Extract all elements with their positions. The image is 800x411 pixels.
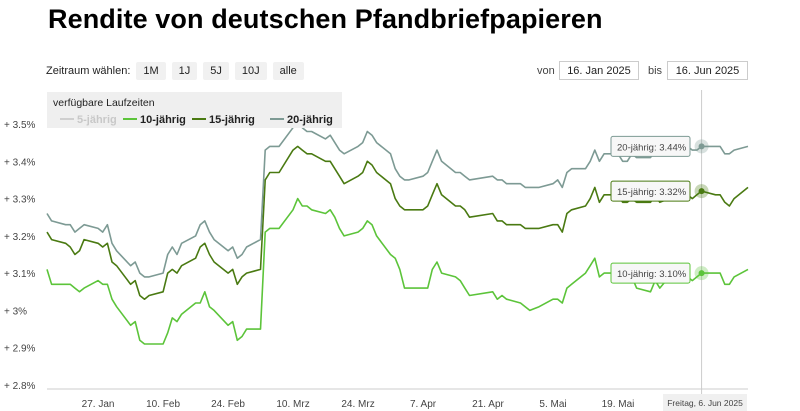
y-tick-label: + 3.1% xyxy=(4,269,36,280)
crosshair-date-label: Freitag, 6. Jun 2025 xyxy=(667,398,743,408)
legend-title: verfügbare Laufzeiten xyxy=(53,97,155,109)
tooltip-marker-10-jährig xyxy=(698,270,705,277)
range-button-10j[interactable]: 10J xyxy=(234,62,267,80)
page-title: Rendite von deutschen Pfandbriefpapieren xyxy=(48,4,603,34)
range-selector: Zeitraum wählen: 1M 1J 5J 10J alle xyxy=(46,62,310,80)
series-line-20-jährig xyxy=(46,119,749,278)
tooltip-text-10-jährig: 10-jährig: 3.10% xyxy=(617,269,687,280)
y-tick-label: + 3.4% xyxy=(4,157,36,168)
range-button-1m[interactable]: 1M xyxy=(136,62,166,80)
tooltip-box-15-jährig xyxy=(610,180,691,202)
series-line-15-jährig xyxy=(46,145,749,300)
date-to-label: bis xyxy=(648,65,663,77)
tooltip-box-20-jährig xyxy=(610,135,691,157)
x-tick-label: 10. Mrz xyxy=(276,399,309,410)
legend-box xyxy=(47,92,342,128)
legend-item-20-jährig[interactable]: 20-jährig xyxy=(287,114,333,126)
tooltip-box-10-jährig xyxy=(610,262,691,284)
legend-item-5-jährig[interactable]: 5-jährig xyxy=(77,114,117,126)
tooltip-text-15-jährig: 15-jährig: 3.32% xyxy=(617,187,687,198)
y-tick-label: + 2.9% xyxy=(4,344,36,355)
legend-item-10-jährig[interactable]: 10-jährig xyxy=(140,114,186,126)
x-tick-label: 10. Feb xyxy=(146,399,180,410)
range-button-1j[interactable]: 1J xyxy=(171,62,198,80)
range-button-alle[interactable]: alle xyxy=(272,62,304,80)
tooltip-marker-20-jährig xyxy=(698,143,705,150)
x-tick-label: 24. Feb xyxy=(211,399,245,410)
x-tick-label: 27. Jan xyxy=(82,399,115,410)
legend-item-15-jährig[interactable]: 15-jährig xyxy=(209,114,255,126)
date-from-input[interactable]: 16. Jan 2025 xyxy=(559,61,639,80)
crosshair-date-box xyxy=(663,394,747,411)
tooltip-text-20-jährig: 20-jährig: 3.44% xyxy=(617,142,687,153)
x-tick-label: 21. Apr xyxy=(472,399,504,410)
tooltip-marker-15-jährig xyxy=(698,188,705,195)
x-tick-label: 24. Mrz xyxy=(341,399,374,410)
y-tick-label: + 2.8% xyxy=(4,381,36,392)
x-tick-label: 19. Mai xyxy=(602,399,635,410)
range-button-5j[interactable]: 5J xyxy=(203,62,229,80)
y-tick-label: + 3% xyxy=(4,306,27,317)
x-tick-label: 7. Apr xyxy=(410,399,437,410)
range-selector-label: Zeitraum wählen: xyxy=(46,65,131,77)
y-tick-label: + 3.2% xyxy=(4,232,36,243)
y-tick-label: + 3.5% xyxy=(4,120,36,131)
date-from-label: von xyxy=(537,65,555,77)
date-to-input[interactable]: 16. Jun 2025 xyxy=(667,61,748,80)
y-tick-label: + 3.3% xyxy=(4,195,36,206)
x-tick-label: 5. Mai xyxy=(539,399,566,410)
